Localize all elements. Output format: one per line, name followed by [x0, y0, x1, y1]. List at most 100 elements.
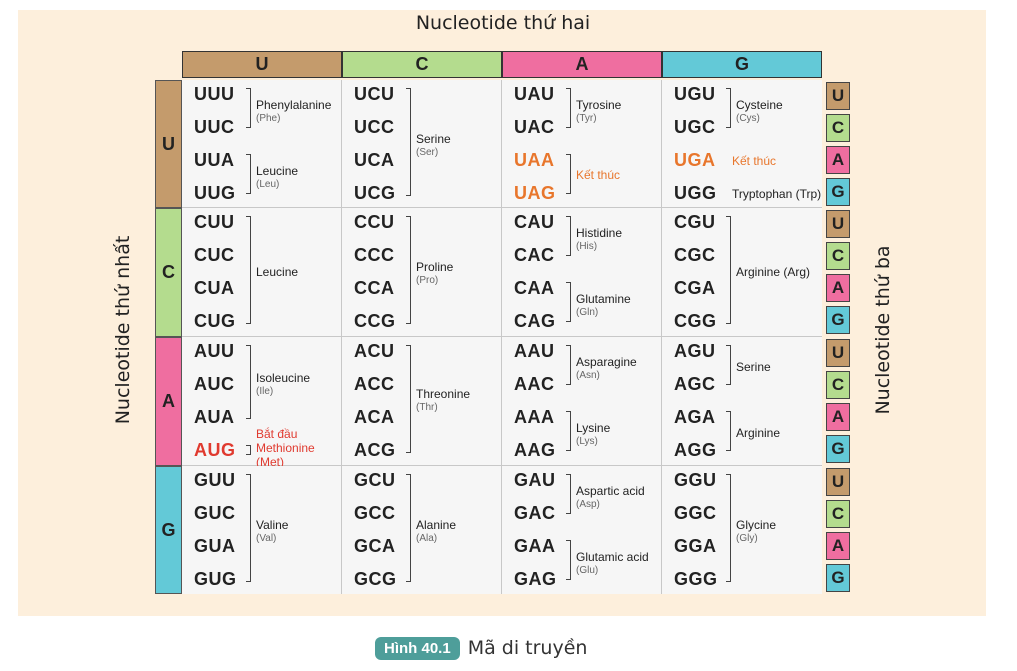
third-g: G — [826, 306, 850, 334]
codon: GUU — [194, 470, 236, 490]
codon: UCU — [354, 84, 395, 104]
cell-ga: GAU GAC GAA GAG Aspartic acid (Asp) Gluta… — [502, 466, 662, 594]
third-a: A — [826, 403, 850, 431]
codon: CGC — [674, 245, 716, 265]
codon: AUA — [194, 407, 235, 427]
cell-ua: UAU UAC UAA UAG Tyrosine (Tyr) Kết thúc — [502, 80, 662, 208]
cell-uu: UUU UUC UUA UUG Phenylalanine (Phe) Leuci… — [182, 80, 342, 208]
codon: GAA — [514, 536, 556, 556]
col-header-a: A — [502, 51, 662, 78]
cell-ug: UGU UGC UGA UGG Cysteine (Cys) Kết thúc T… — [662, 80, 822, 208]
cell-cc: CCU CCC CCA CCG Proline (Pro) — [342, 208, 502, 337]
figure-caption-text: Mã di truyền — [467, 637, 588, 659]
codon: ACU — [354, 341, 395, 361]
amino-acid-label: Serine (Ser) — [416, 132, 451, 158]
codon: UCC — [354, 117, 395, 137]
bracket — [566, 154, 571, 194]
codon: GCG — [354, 569, 397, 589]
codon: CCA — [354, 278, 395, 298]
bracket — [246, 216, 251, 324]
codon: ACC — [354, 374, 395, 394]
start-codon: AUG — [194, 440, 236, 460]
bracket — [566, 345, 571, 385]
bracket — [726, 216, 731, 324]
col-header-g: G — [662, 51, 822, 78]
codon: ACA — [354, 407, 395, 427]
codon: AUU — [194, 341, 235, 361]
third-a: A — [826, 274, 850, 302]
second-nucleotide-label: Nucleotide thứ hai — [415, 12, 591, 34]
cell-gg: GGU GGC GGA GGG Glycine (Gly) — [662, 466, 822, 594]
amino-acid-label: Leucine (Leu) — [256, 164, 299, 190]
cell-ac: ACU ACC ACA ACG Threonine (Thr) — [342, 337, 502, 466]
codon: AGC — [674, 374, 716, 394]
cell-ca: CAU CAC CAA CAG Histidine (His) Glutamine… — [502, 208, 662, 337]
bracket — [406, 474, 411, 582]
codon: AGG — [674, 440, 717, 460]
col-header-c: C — [342, 51, 502, 78]
amino-acid-label: Proline (Pro) — [416, 260, 454, 286]
codon: GUA — [194, 536, 236, 556]
row-header-g: G — [155, 466, 182, 594]
amino-acid-label: Glutamic acid (Glu) — [576, 550, 649, 576]
amino-acid-label: Arginine (Arg) — [736, 265, 811, 279]
codon: AAC — [514, 374, 555, 394]
third-c: C — [826, 242, 850, 270]
amino-acid-label: Lysine (Lys) — [576, 421, 611, 447]
bracket — [566, 88, 571, 128]
amino-acid-label: Serine — [736, 360, 771, 374]
row-header-a: A — [155, 337, 182, 466]
codon: CAG — [514, 311, 556, 331]
third-c: C — [826, 500, 850, 528]
stop-codon: UAA — [514, 150, 555, 170]
codon: UGC — [674, 117, 716, 137]
codon: UAC — [514, 117, 555, 137]
amino-acid-label: Tryptophan (Trp) — [732, 187, 822, 201]
codon-grid: UUU UUC UUA UUG Phenylalanine (Phe) Leuci… — [182, 80, 822, 594]
codon: GGG — [674, 569, 718, 589]
codon: CGG — [674, 311, 717, 331]
codon: GAC — [514, 503, 556, 523]
cell-gc: GCU GCC GCA GCG Alanine (Ala) — [342, 466, 502, 594]
amino-acid-label: Aspartic acid (Asp) — [576, 484, 645, 510]
codon: UGU — [674, 84, 716, 104]
cell-ag: AGU AGC AGA AGG Serine Arginine — [662, 337, 822, 466]
bracket — [406, 345, 411, 453]
amino-acid-label: Alanine (Ala) — [416, 518, 457, 544]
cell-aa: AAU AAC AAA AAG Asparagine (Asn) Lysine (L… — [502, 337, 662, 466]
third-u: U — [826, 468, 850, 496]
codon: GCC — [354, 503, 396, 523]
bracket — [566, 411, 571, 451]
amino-acid-label: Valine (Val) — [256, 518, 289, 544]
bracket — [246, 345, 251, 419]
codon: UUA — [194, 150, 235, 170]
third-g: G — [826, 435, 850, 463]
codon: GUG — [194, 569, 237, 589]
codon: GAG — [514, 569, 557, 589]
third-g: G — [826, 178, 850, 206]
bracket — [726, 88, 731, 128]
amino-acid-label: Asparagine (Asn) — [576, 355, 637, 381]
amino-acid-label: Tyrosine (Tyr) — [576, 98, 622, 124]
third-c: C — [826, 371, 850, 399]
codon: GGA — [674, 536, 717, 556]
codon: AUC — [194, 374, 235, 394]
amino-acid-label: Isoleucine (Ile) — [256, 371, 311, 397]
codon: UUG — [194, 183, 236, 203]
bracket — [406, 88, 411, 196]
amino-acid-label: Glycine (Gly) — [736, 518, 777, 544]
codon: CCG — [354, 311, 396, 331]
codon: UUU — [194, 84, 235, 104]
figure-caption: Hình 40.1 Mã di truyền — [375, 634, 587, 662]
third-u: U — [826, 339, 850, 367]
cell-cg: CGU CGC CGA CGG Arginine (Arg) — [662, 208, 822, 337]
bracket — [566, 474, 571, 514]
codon: AGA — [674, 407, 716, 427]
bracket — [566, 282, 571, 322]
cell-gu: GUU GUC GUA GUG Valine (Val) — [182, 466, 342, 594]
codon: GGU — [674, 470, 717, 490]
codon: CUC — [194, 245, 235, 265]
codon: ACG — [354, 440, 396, 460]
codon: AAG — [514, 440, 556, 460]
row-header-c: C — [155, 208, 182, 337]
